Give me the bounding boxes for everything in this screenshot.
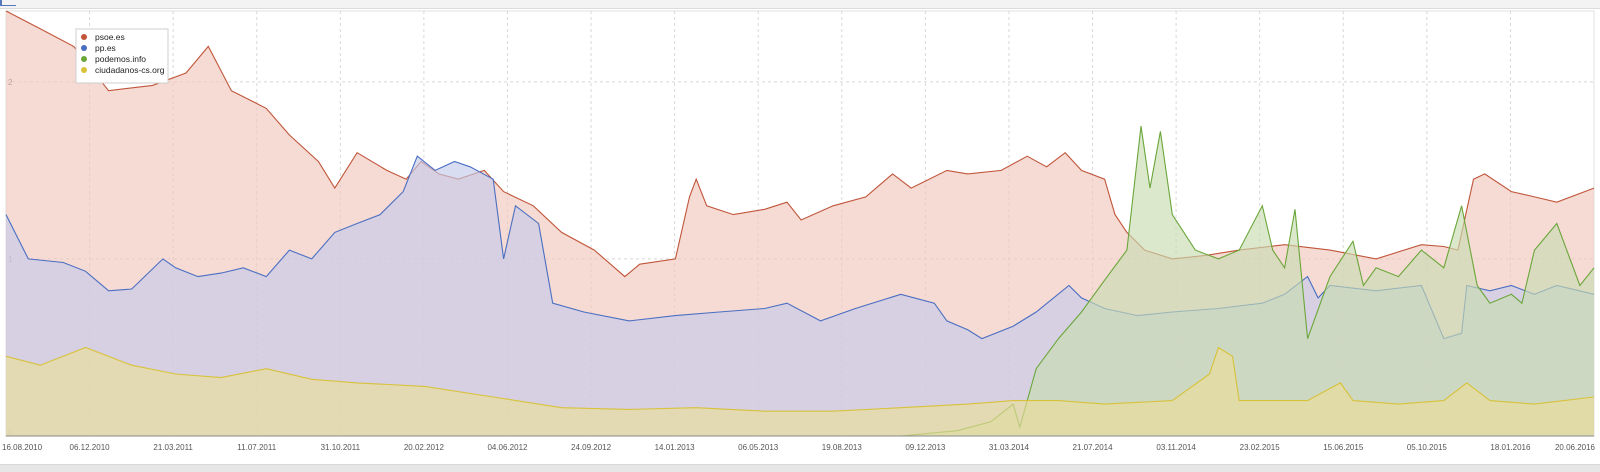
series-area-ciudadanos-cs-org [6,347,1594,436]
legend-marker-psoe-es [81,34,87,40]
legend-label-pp-es[interactable]: pp.es [95,43,116,53]
x-tick-label: 04.06.2012 [487,443,528,452]
x-tick-label: 31.03.2014 [989,443,1030,452]
x-tick-label: 18.01.2016 [1490,443,1531,452]
bottom-scrollbar[interactable] [0,465,1600,472]
x-tick-label: 05.10.2015 [1407,443,1448,452]
legend-label-podemos-info[interactable]: podemos.info [95,54,146,64]
x-tick-label: 03.11.2014 [1156,443,1196,452]
legend-label-ciudadanos-cs-org[interactable]: ciudadanos-cs.org [95,65,165,75]
legend-marker-ciudadanos-cs-org [81,67,87,73]
series-area-podemos-info [6,126,1594,436]
x-tick-label: 21.03.2011 [153,443,193,452]
legend-marker-pp-es [81,45,87,51]
chart-panel: 01216.08.201006.12.201021.03.201111.07.2… [0,9,1600,465]
legend-marker-podemos-info [81,56,87,62]
x-tick-label: 20.06.2016 [1555,443,1596,452]
series-line-ciudadanos-cs-org[interactable] [5,346,1595,412]
area-chart: 01216.08.201006.12.201021.03.201111.07.2… [2,10,1596,452]
series-line-psoe-es[interactable] [5,10,1595,278]
x-tick-label: 06.12.2010 [70,443,111,452]
x-tick-label: 31.10.2011 [321,443,361,452]
x-tick-label: 20.02.2012 [404,443,445,452]
x-tick-label: 24.09.2012 [571,443,612,452]
x-tick-label: 21.07.2014 [1073,443,1114,452]
x-tick-label: 14.01.2013 [655,443,696,452]
x-tick-label: 23.02.2015 [1240,443,1281,452]
chart-type-icon[interactable] [0,0,16,6]
x-tick-label: 15.06.2015 [1323,443,1364,452]
x-tick-label: 09.12.2013 [905,443,946,452]
series-line-podemos-info[interactable] [6,126,1595,437]
top-toolbar [0,0,1600,9]
legend: psoe.espp.espodemos.infociudadanos-cs.or… [75,28,169,84]
legend-box [75,28,169,84]
x-tick-label: 16.08.2010 [2,443,43,452]
x-tick-label: 11.07.2011 [237,443,276,452]
x-tick-label: 19.08.2013 [822,443,863,452]
x-tick-label: 06.05.2013 [738,443,779,452]
legend-label-psoe-es[interactable]: psoe.es [95,32,125,42]
